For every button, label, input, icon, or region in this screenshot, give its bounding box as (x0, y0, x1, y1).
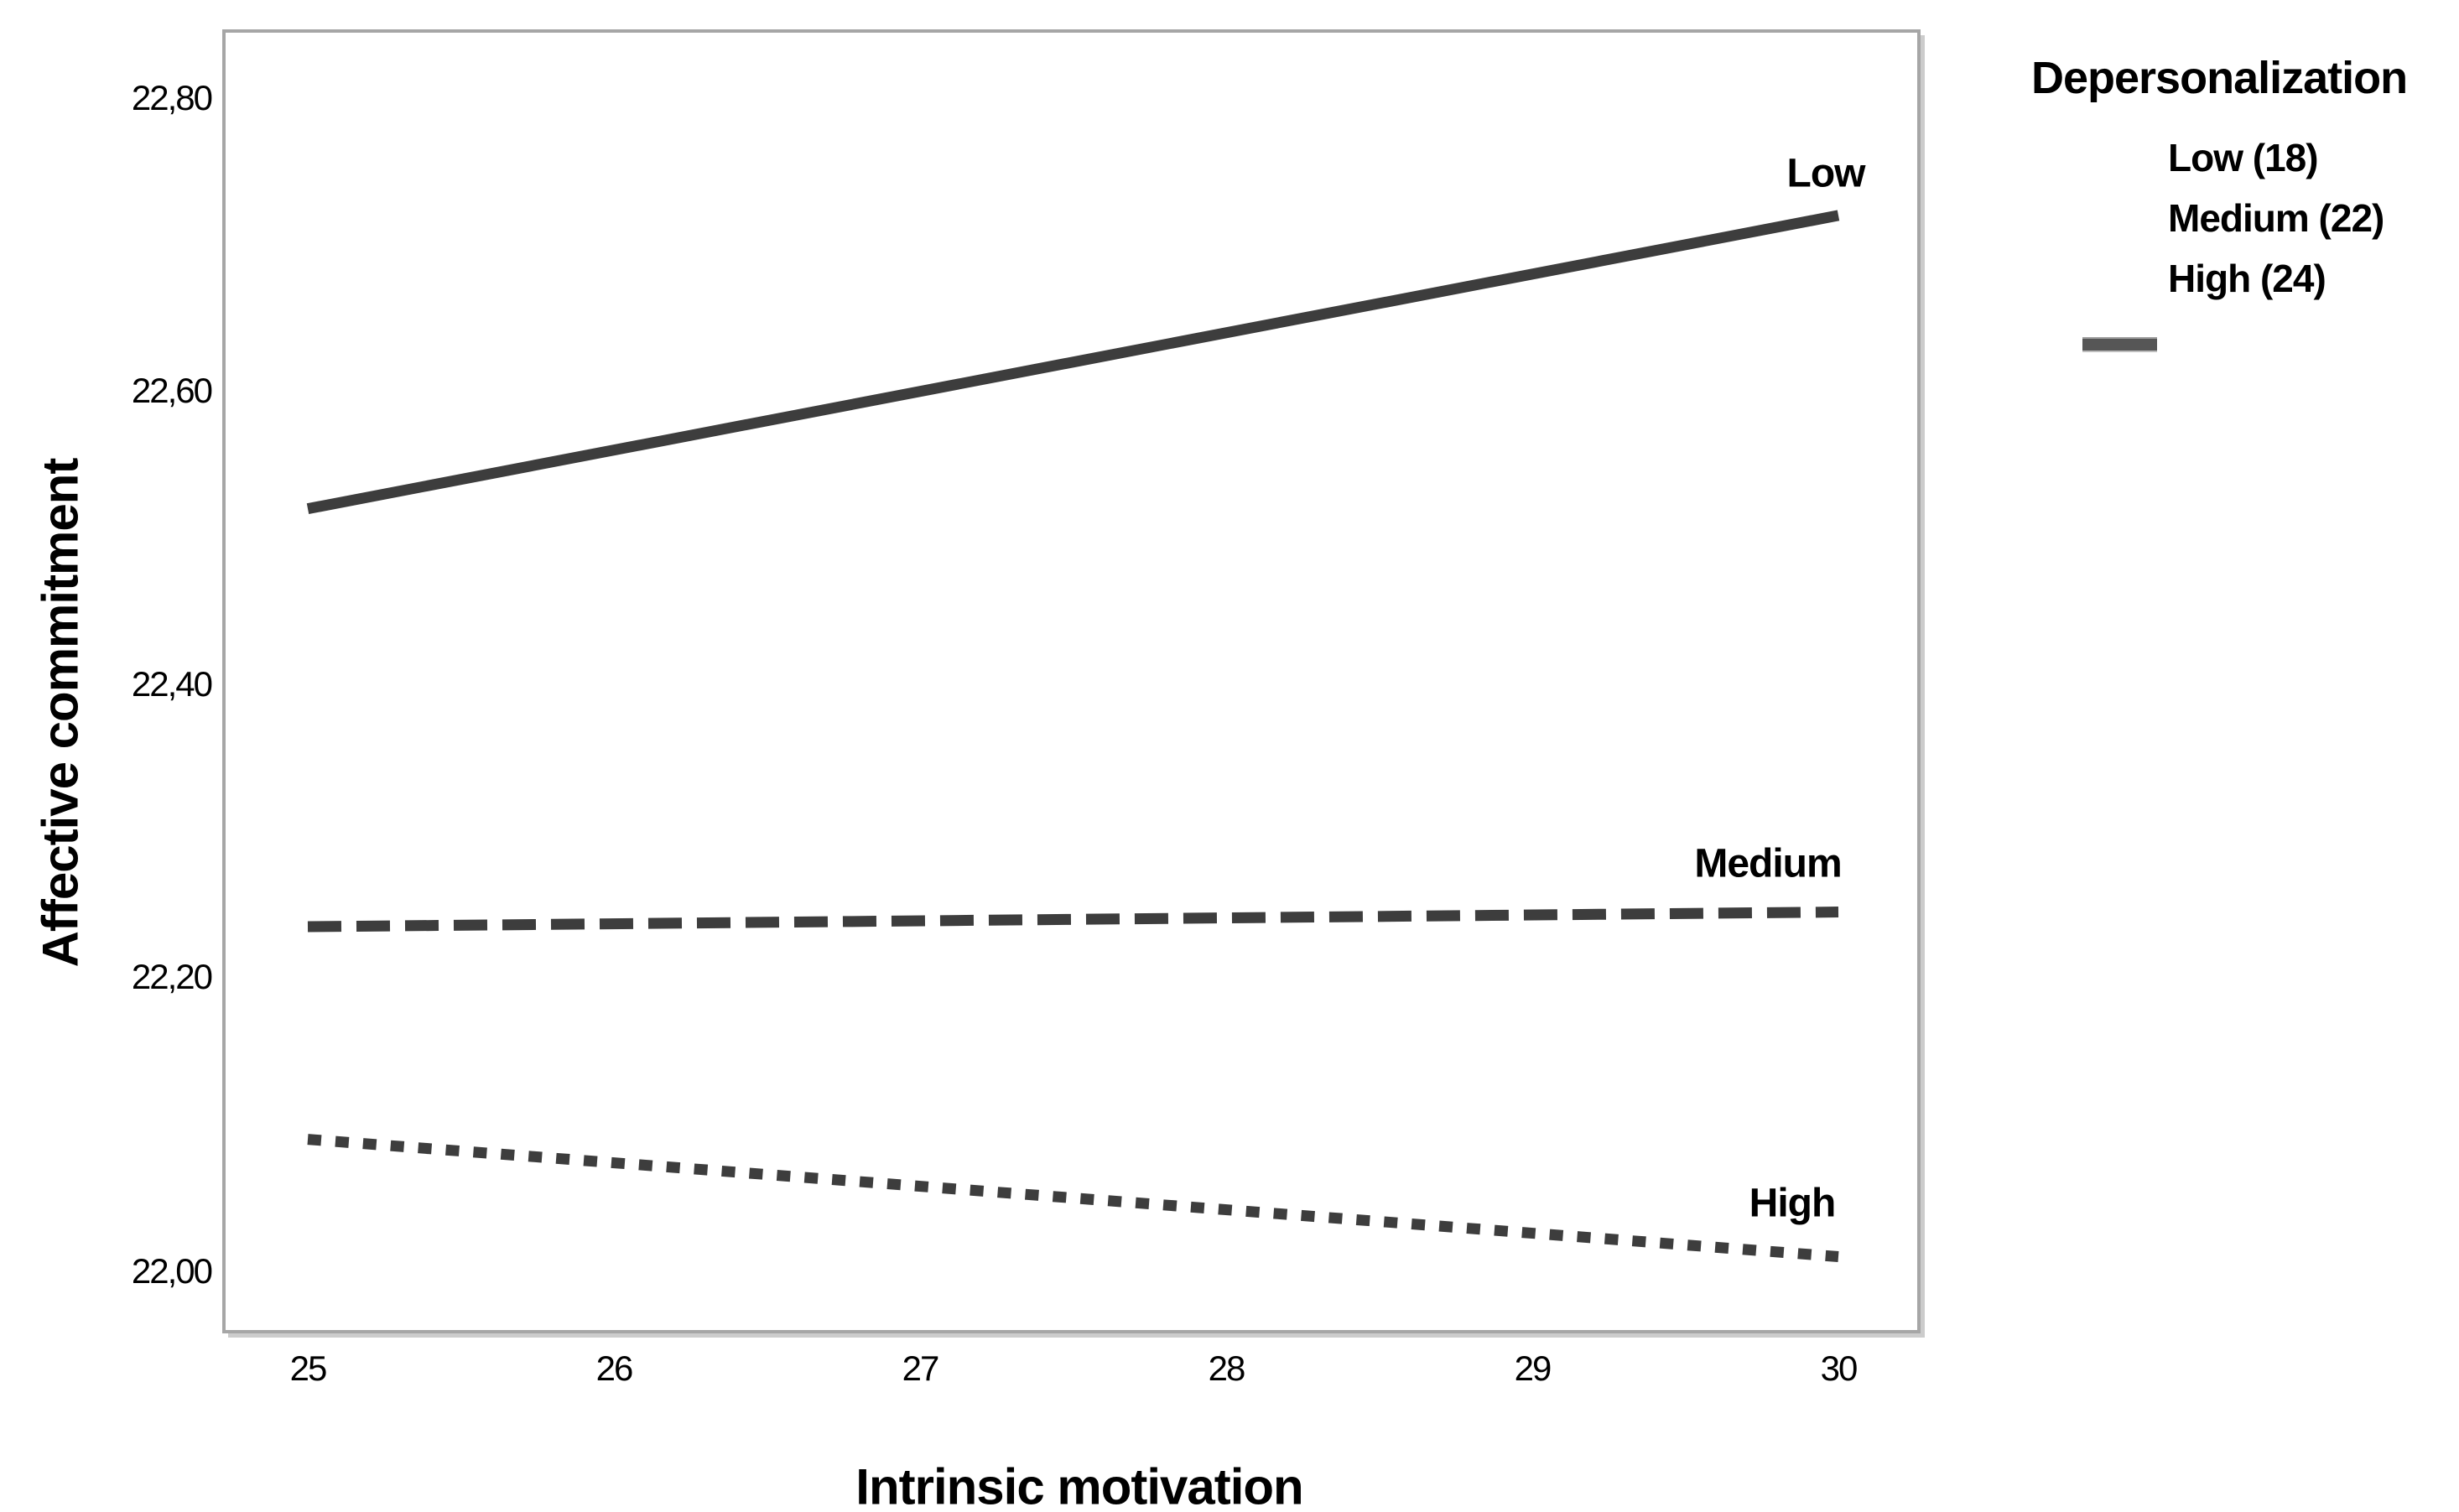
series-label-high: High (1749, 1181, 1837, 1226)
y-axis-title: Affective commitment (32, 458, 89, 968)
x-tick-label: 27 (902, 1348, 940, 1388)
y-tick-label: 22,00 (131, 1251, 213, 1291)
x-tick-label: 29 (1514, 1348, 1552, 1388)
x-tick-label: 28 (1208, 1348, 1246, 1388)
legend-item-low: Low (18) (2168, 136, 2319, 179)
x-axis-title: Intrinsic motivation (855, 1458, 1303, 1512)
series-label-low: Low (1786, 151, 1866, 196)
series-label-medium: Medium (1694, 841, 1842, 886)
x-tick-label: 26 (595, 1348, 634, 1388)
legend-item-high: High (24) (2168, 257, 2326, 300)
y-tick-label: 22,60 (131, 371, 213, 410)
legend-items: Low (18) Medium (22) High (24) (2168, 127, 2459, 309)
y-tick-label: 22,80 (131, 78, 213, 117)
legend-title: Depersonalization (2031, 53, 2408, 103)
x-tick-label: 30 (1820, 1348, 1859, 1388)
y-tick-label: 22,40 (131, 664, 213, 704)
legend-line-sample (2082, 337, 2157, 352)
x-tick-label: 25 (289, 1348, 328, 1388)
legend-item-medium: Medium (22) (2168, 196, 2384, 240)
plot-area (222, 29, 1921, 1333)
y-tick-label: 22,20 (131, 957, 213, 996)
legend: Depersonalization Low (18) Medium (22) H… (2015, 52, 2459, 352)
